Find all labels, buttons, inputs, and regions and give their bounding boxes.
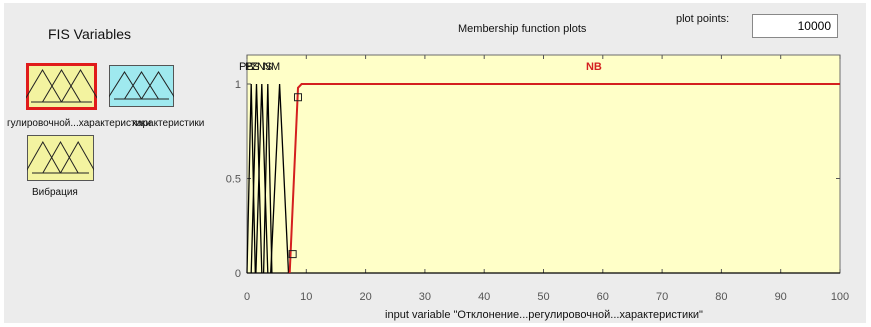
mf-curve-ps[interactable] [250, 83, 263, 274]
variable-mf-triangle [60, 140, 94, 174]
x-tick-label: 40 [478, 291, 490, 303]
mf-curve-pb[interactable] [246, 83, 256, 274]
y-tick-label: 1 [235, 79, 241, 91]
variable-mf-triangle [61, 69, 97, 103]
mf-label-ps: PS [245, 61, 260, 73]
mf-label-nm: NM [263, 61, 280, 73]
mf-curve-nm[interactable] [270, 83, 290, 274]
variable-mf-triangle [141, 71, 174, 100]
membership-triangles-icon [26, 63, 97, 110]
membership-triangles-icon [109, 65, 174, 107]
x-tick-label: 60 [597, 291, 609, 303]
variable-mf-triangle [42, 140, 79, 174]
mf-drag-handle[interactable] [288, 250, 297, 259]
mf-drag-handle[interactable] [293, 93, 302, 102]
variable-mf-triangle [26, 69, 62, 103]
membership-triangles-icon [27, 135, 94, 181]
mf-curve-z[interactable] [255, 83, 269, 274]
mf-label-ns: NS [257, 61, 272, 73]
y-tick-label: 0 [235, 268, 241, 280]
variable-box-frame [109, 65, 174, 107]
variable-label-characteristics: характеристики [132, 118, 205, 129]
variable-mf-triangle [42, 69, 81, 103]
mf-label-z: Z [251, 61, 258, 73]
membership-plot-title: Membership function plots [458, 23, 587, 35]
x-tick-label: 80 [715, 291, 727, 303]
plot-points-label: plot points: [676, 13, 730, 25]
x-tick-label: 20 [359, 291, 371, 303]
variable-mf-triangle [109, 71, 142, 100]
x-tick-label: 50 [537, 291, 549, 303]
mf-label-pb: PB [239, 61, 254, 73]
mf-curve-nb[interactable] [288, 83, 840, 274]
plot-area [246, 54, 841, 274]
x-tick-label: 30 [419, 291, 431, 303]
output-variable-box-characteristics[interactable] [109, 65, 174, 107]
fis-variables-title: FIS Variables [48, 26, 131, 42]
x-tick-label: 90 [775, 291, 787, 303]
variable-label-regulating-characteristics: гулировочной...характеристики [7, 118, 152, 129]
x-tick-label: 10 [300, 291, 312, 303]
variable-mf-triangle [124, 71, 159, 100]
variable-mf-triangle [27, 140, 61, 174]
variable-label-vibration: Вибрация [32, 187, 78, 198]
x-tick-label: 70 [656, 291, 668, 303]
plot-points-input[interactable] [752, 14, 838, 38]
mf-label-selected: NB [586, 61, 602, 73]
input-variable-box-vibration[interactable] [27, 135, 94, 181]
x-tick-label: 100 [831, 291, 849, 303]
x-axis-label: input variable "Отклонение...регулировоч… [385, 309, 703, 321]
x-tick-label: 0 [244, 291, 250, 303]
input-variable-box-regulating-characteristics[interactable] [26, 63, 97, 110]
y-tick-label: 0.5 [226, 174, 241, 186]
mf-curve-ns[interactable] [262, 83, 273, 274]
